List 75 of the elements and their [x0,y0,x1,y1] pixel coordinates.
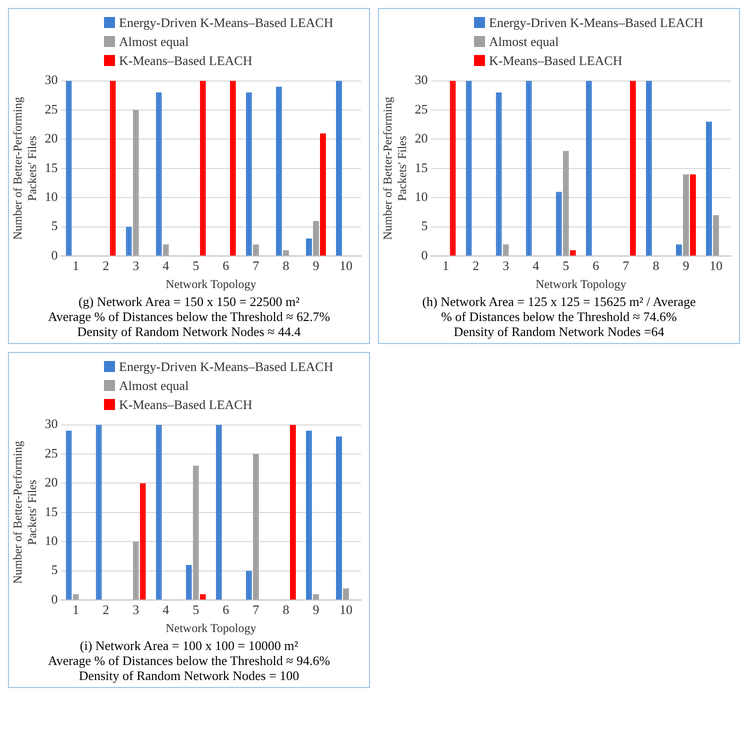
x-tick-label: 3 [502,258,510,274]
text: Density of Random Network Nodes =64 [452,324,666,339]
x-tick-label: 8 [282,602,290,618]
x-tick-label: 4 [532,258,540,274]
legend-label: Energy-Driven K-Means–Based LEACH [489,14,704,32]
y-tick-label: 10 [414,189,428,204]
y-tick-label: 15 [44,160,58,175]
x-tick-label: 1 [72,258,80,274]
x-tick-label: 10 [339,602,352,618]
text: (h) Network Area = 125 x 125 = 15625 m² / Average [421,294,697,309]
x-tick-label: 7 [252,258,260,274]
x-tick-label: 9 [312,258,320,274]
x-tick-label: 6 [222,602,230,618]
y-axis-title: Number of Better-Performing Packets' Files [380,96,409,240]
legend-label: Energy-Driven K-Means–Based LEACH [119,358,334,376]
legend-label: K-Means–Based LEACH [489,52,622,70]
legend-label: K-Means–Based LEACH [119,396,252,414]
text: (g) Network Area = 150 x 150 = 22500 m² [77,294,301,309]
x-tick-label: 3 [132,258,140,274]
x-tick-label: 8 [652,258,660,274]
x-tick-label: 10 [709,258,722,274]
x-tick-label: 2 [472,258,480,274]
y-tick-label: 15 [414,160,428,175]
legend-label: Almost equal [489,33,559,51]
y-axis-title: Number of Better-Performing Packets' Files [10,96,39,240]
y-tick-label: 0 [421,247,428,262]
x-tick-label: 1 [442,258,450,274]
x-tick-label: 6 [222,258,230,274]
x-tick-label: 9 [312,602,320,618]
y-tick-label: 5 [51,218,58,234]
y-tick-label: 25 [414,101,428,116]
legend-label: K-Means–Based LEACH [119,52,252,70]
x-tick-label: 2 [102,602,110,618]
y-tick-label: 30 [44,72,58,88]
y-tick-label: 5 [421,218,428,234]
y-tick-label: 25 [44,101,58,116]
x-tick-label: 3 [132,602,140,618]
y-tick-label: 20 [414,130,428,146]
x-axis-title: Network Topology [166,620,256,635]
y-tick-label: 30 [44,416,58,432]
text: Average % of Distances below the Threshold ≈ 62.7% [46,309,332,324]
y-tick-label: 20 [44,474,58,490]
y-tick-label: 10 [44,189,58,204]
text: (i) Network Area = 100 x 100 = 10000 m² [78,638,300,653]
y-tick-label: 0 [51,591,58,606]
y-tick-label: 15 [44,504,58,519]
x-tick-label: 5 [562,258,570,274]
legend-label: Almost equal [119,33,189,51]
y-tick-label: 20 [44,130,58,146]
x-axis-title: Network Topology [166,276,256,291]
text: Average % of Distances below the Threshold ≈ 94.6% [46,653,332,668]
x-tick-label: 7 [622,258,630,274]
y-axis-title: Number of Better-Performing Packets' Files [10,440,39,584]
y-tick-label: 10 [44,533,58,548]
legend-label: Energy-Driven K-Means–Based LEACH [119,14,334,32]
text: Density of Random Network Nodes = 100 [78,668,300,683]
x-tick-label: 5 [192,602,200,618]
x-tick-label: 1 [72,602,80,618]
x-tick-label: 5 [192,258,200,274]
y-tick-label: 0 [51,247,58,262]
x-tick-label: 7 [252,602,260,618]
x-axis-title: Network Topology [536,276,626,291]
y-tick-label: 5 [51,562,58,578]
text: % of Distances below the Threshold ≈ 74.6% [440,309,678,324]
y-tick-label: 30 [414,72,428,88]
x-tick-label: 10 [339,258,352,274]
x-tick-label: 2 [102,258,110,274]
x-tick-label: 6 [592,258,600,274]
x-tick-label: 8 [282,258,290,274]
x-tick-label: 4 [162,258,170,274]
x-tick-label: 4 [162,602,170,618]
y-tick-label: 25 [44,445,58,460]
legend-label: Almost equal [119,377,189,395]
x-tick-label: 9 [682,258,690,274]
text: Density of Random Network Nodes ≈ 44.4 [76,324,302,339]
